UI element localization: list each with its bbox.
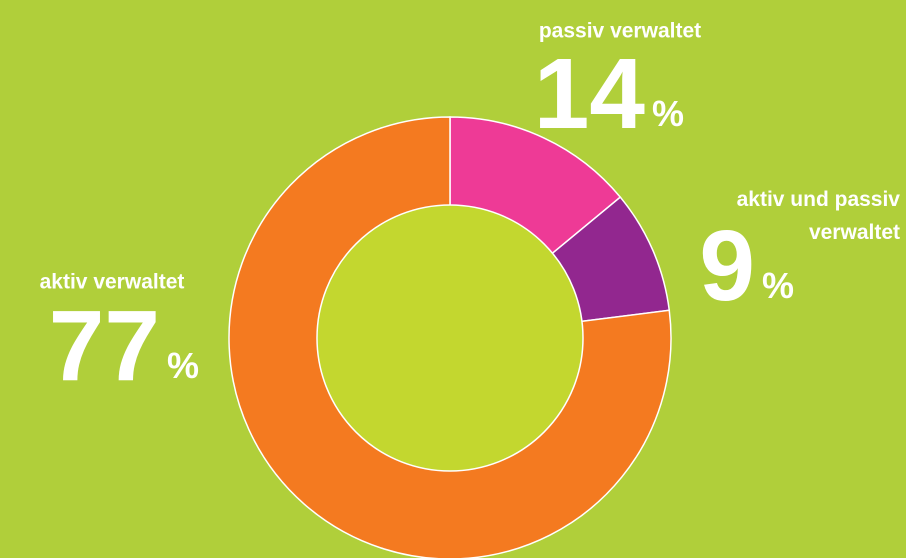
label-line: verwaltet	[809, 221, 900, 244]
category-label: passiv verwaltet	[539, 20, 701, 43]
value-label: 14	[534, 38, 646, 150]
label-line: aktiv und passiv	[737, 188, 901, 211]
value-label: 77	[49, 290, 160, 402]
value-label: 9	[699, 210, 755, 322]
category-label: aktiv und passiv verwaltet	[737, 188, 901, 244]
value-unit: %	[762, 265, 794, 306]
value-unit: %	[167, 345, 199, 386]
value-unit: %	[652, 93, 684, 134]
category-label: aktiv verwaltet	[40, 271, 185, 294]
donut-hole	[316, 204, 584, 472]
